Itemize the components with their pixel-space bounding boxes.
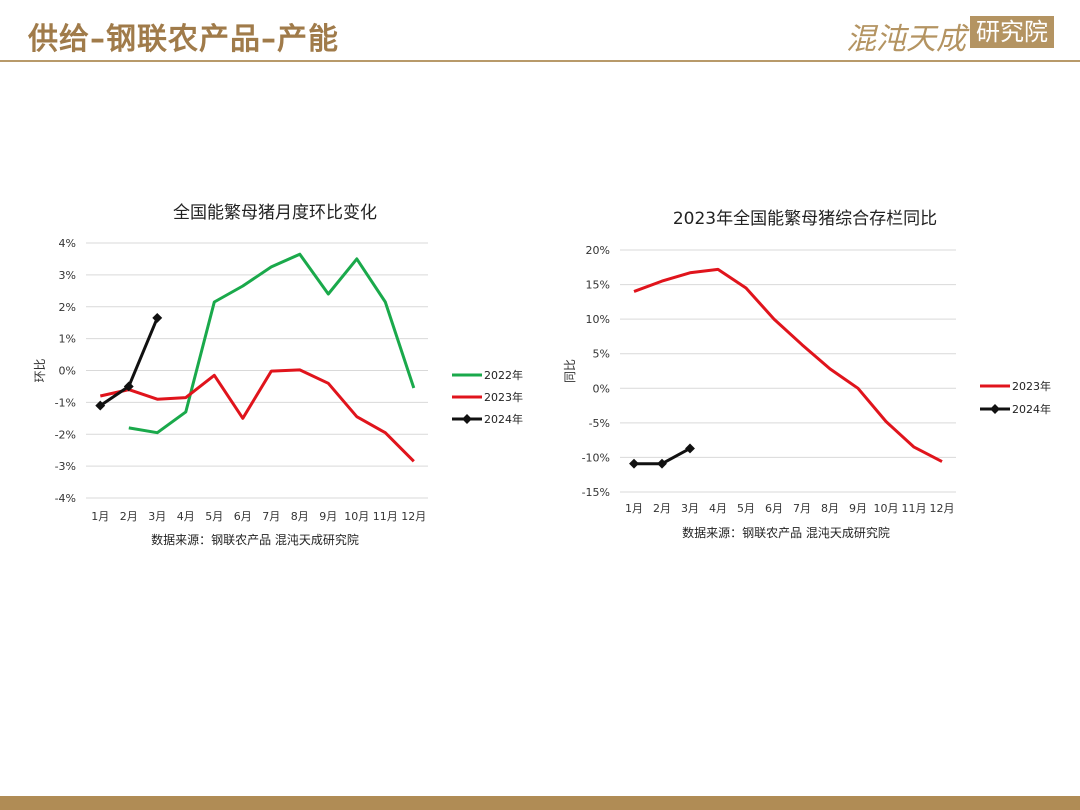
header-divider [0,60,1080,62]
x-tick-label: 6月 [234,510,252,523]
series-line-2024 [99,317,159,407]
legend-label: 2023年 [484,390,523,404]
x-tick-label: 5月 [205,510,223,523]
y-tick-label: 1% [59,333,76,346]
x-tick-label: 11月 [373,510,398,523]
y-tick-label: 3% [59,269,76,282]
series-line-2022 [128,252,416,435]
legend-label: 2022年 [484,368,523,382]
x-tick-label: 8月 [291,510,309,523]
x-tick-label: 4月 [177,510,195,523]
x-tick-label: 7月 [262,510,280,523]
y-tick-label: 4% [59,237,76,250]
x-tick-label: 9月 [319,510,337,523]
y-tick-label: 0% [59,365,76,378]
y-tick-label: -3% [55,460,76,473]
x-tick-label: 10月 [344,510,369,523]
data-point [152,312,163,323]
legend-label: 2024年 [484,412,523,426]
page-title: 供给–钢联农产品–产能 [28,22,339,57]
logo-script-text: 混沌天成 [846,22,966,57]
series-line-2023 [99,368,415,463]
legend-marker [462,414,472,424]
y-tick-label: -1% [55,396,76,409]
y-axis-label: 环比 [33,358,47,382]
y-tick-label: -2% [55,428,76,441]
x-tick-label: 3月 [148,510,166,523]
footer-bar [0,796,1080,810]
x-tick-label: 1月 [91,510,109,523]
y-tick-label: 2% [59,301,76,314]
x-tick-label: 2月 [120,510,138,523]
y-tick-label: -4% [55,492,76,505]
company-logo: 混沌天成 研究院 [846,14,1056,57]
x-tick-label: 12月 [401,510,426,523]
logo-box-text: 研究院 [970,16,1054,48]
chart-title: 全国能繁母猪月度环比变化 [173,203,377,223]
source-note: 数据来源：钢联农产品 混沌天成研究院 [151,532,359,547]
